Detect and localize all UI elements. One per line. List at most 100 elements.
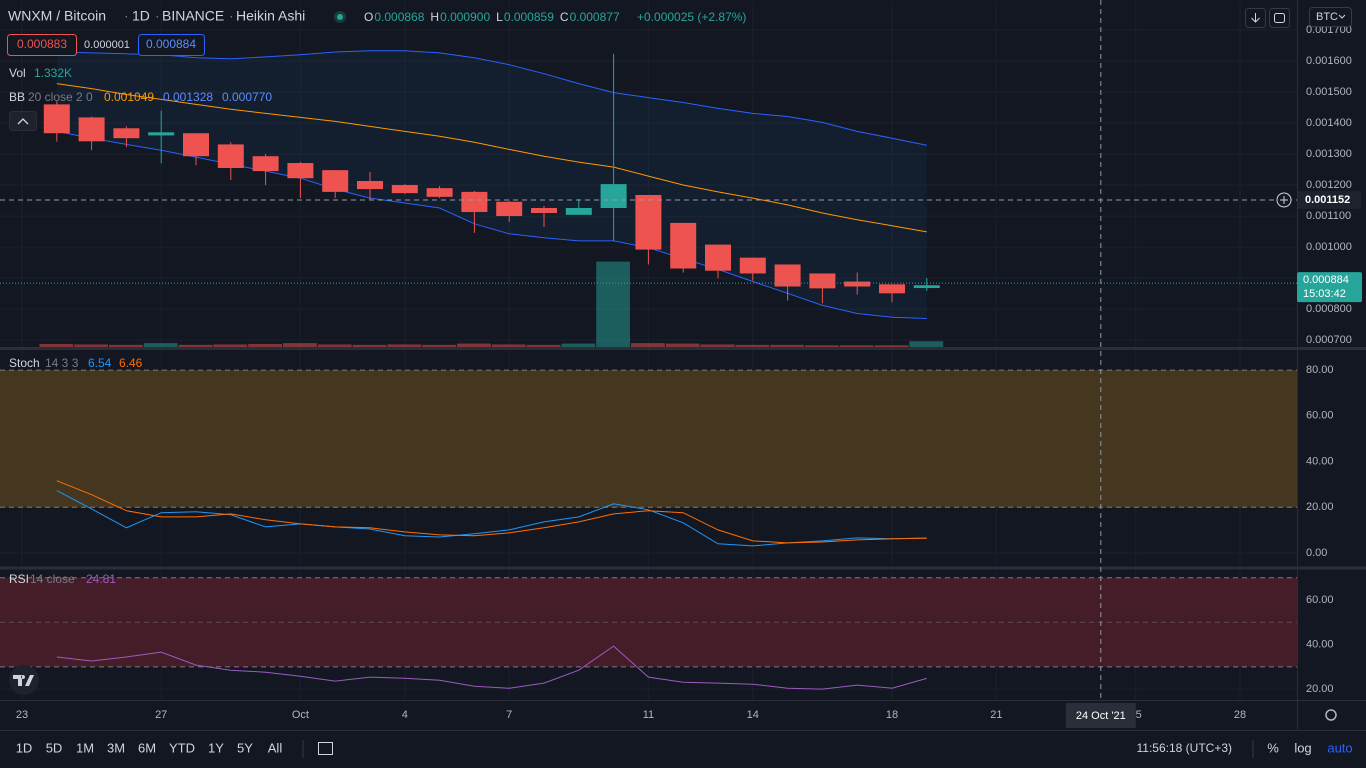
- collapse-icon: [17, 118, 29, 125]
- candle-body: [496, 201, 523, 217]
- volume-bar: [700, 344, 735, 347]
- countdown: 15:03:42: [1303, 288, 1346, 300]
- y-tick-label: 60.00: [1306, 594, 1334, 606]
- separator-dot: ·: [124, 8, 129, 24]
- range-button[interactable]: 5D: [46, 740, 63, 755]
- range-button[interactable]: All: [268, 740, 283, 755]
- volume-bar: [109, 344, 143, 347]
- y-tick-label: 40.00: [1306, 455, 1334, 467]
- candle-body: [78, 117, 105, 142]
- candle-body: [913, 285, 940, 289]
- currency[interactable]: BTC: [1316, 11, 1338, 23]
- candle-body: [391, 185, 418, 194]
- bb-upper: [56, 50, 927, 146]
- y-tick-label: 0.001600: [1306, 55, 1352, 67]
- plot-area: [0, 50, 1297, 690]
- volume-bar: [631, 343, 665, 347]
- volume-bar: [74, 344, 108, 347]
- indicator-line: [56, 645, 927, 690]
- bb-lower: [56, 130, 927, 319]
- x-tick-label: 11: [643, 709, 654, 721]
- last-price-label-bg: [1297, 272, 1362, 303]
- y-tick-label: 0.001500: [1306, 86, 1352, 98]
- currency-caret: [1338, 14, 1346, 19]
- buy-button[interactable]: [138, 34, 205, 56]
- buy-price[interactable]: 0.000884: [146, 37, 196, 51]
- range-button[interactable]: YTD: [169, 740, 195, 755]
- volume-bar: [596, 261, 630, 347]
- bb-lower-value: 0.000770: [222, 90, 272, 104]
- y-tick-label: 60.00: [1306, 410, 1334, 422]
- indicator-line: [56, 490, 927, 547]
- ohlc-key: C: [560, 10, 569, 24]
- candle-body: [252, 156, 279, 172]
- interval[interactable]: 1D: [132, 8, 150, 24]
- symbol[interactable]: WNXM / Bitcoin: [8, 8, 106, 24]
- y-tick-label: 0.001700: [1306, 24, 1352, 36]
- ohlc-value: 0.000900: [440, 10, 490, 24]
- crosshair-price-label: 0.001152: [1305, 194, 1350, 206]
- sell-price[interactable]: 0.000883: [17, 37, 67, 51]
- volume-bar: [526, 344, 561, 347]
- chart-style: Heikin Ashi: [236, 8, 305, 24]
- volume-bar: [874, 345, 909, 347]
- clock[interactable]: 11:56:18 (UTC+3): [1137, 741, 1233, 755]
- rsi-value: 24.81: [86, 572, 116, 586]
- x-tick-label: Oct: [292, 709, 309, 721]
- y-tick-label: 0.001100: [1306, 210, 1351, 222]
- ohlc-key: L: [496, 10, 503, 24]
- ohlc-value: 0.000868: [374, 10, 424, 24]
- bb-params: 20 close 2 0: [28, 90, 93, 104]
- download-icon: [1251, 13, 1260, 23]
- range-button[interactable]: 3M: [107, 740, 125, 755]
- crosshair-price-bg: [1298, 190, 1361, 209]
- y-tick-label: 0.001400: [1306, 117, 1352, 129]
- log-toggle[interactable]: log: [1294, 740, 1311, 755]
- volume-bar: [770, 344, 804, 347]
- volume-bar: [839, 345, 874, 347]
- volume-bar: [665, 343, 700, 347]
- stoch-params: 14 3 3: [45, 356, 79, 370]
- y-tick-label: 0.000800: [1306, 303, 1352, 315]
- market-status-dot: [337, 14, 343, 20]
- range-button[interactable]: 1D: [16, 740, 33, 755]
- percent-toggle[interactable]: %: [1267, 740, 1279, 755]
- x-tick-label: 14: [747, 709, 759, 721]
- auto-toggle[interactable]: auto: [1327, 740, 1352, 755]
- indicator-line: [56, 480, 927, 544]
- bb-basis: [56, 83, 927, 233]
- range-button[interactable]: 5Y: [237, 740, 253, 755]
- candle-body: [774, 264, 801, 287]
- rsi-params: 14 close: [30, 572, 75, 586]
- range-button[interactable]: 6M: [138, 740, 156, 755]
- candle-body: [426, 188, 453, 197]
- volume-bar: [387, 344, 422, 347]
- collapse-legend-button[interactable]: [9, 111, 37, 131]
- candle-body: [531, 208, 557, 213]
- currency-button[interactable]: [1309, 7, 1352, 27]
- crosshair-date-bg: [1065, 703, 1136, 728]
- ohlc-key: H: [430, 10, 439, 24]
- volume-bar: [352, 344, 387, 347]
- candle-body: [217, 144, 244, 168]
- y-tick-label: 0.001200: [1306, 179, 1352, 191]
- range-button[interactable]: 1Y: [208, 740, 224, 755]
- y-tick-label: 40.00: [1306, 638, 1334, 650]
- range-button[interactable]: 1M: [76, 740, 94, 755]
- logo: [13, 675, 34, 686]
- date-range-icon[interactable]: [318, 742, 333, 755]
- range-buttons: 1D 5D 1M 3M 6M YTD 1Y 5Y All: [16, 740, 283, 755]
- candle-body: [809, 273, 836, 289]
- fullscreen-button[interactable]: [1269, 8, 1290, 28]
- sell-button[interactable]: [7, 34, 77, 56]
- logo-background[interactable]: [9, 665, 39, 695]
- last-price-label: 0.000884: [1303, 274, 1349, 286]
- candle-body: [322, 170, 349, 192]
- settings-icon[interactable]: [1325, 709, 1337, 721]
- y-tick-label: 0.000700: [1306, 334, 1352, 346]
- x-tick-label: 4: [402, 709, 408, 721]
- y-tick-label: 20.00: [1306, 501, 1334, 513]
- y-tick-label: 0.00: [1306, 547, 1327, 559]
- volume-bar: [317, 344, 352, 347]
- y-tick-label: 0.001300: [1306, 148, 1352, 160]
